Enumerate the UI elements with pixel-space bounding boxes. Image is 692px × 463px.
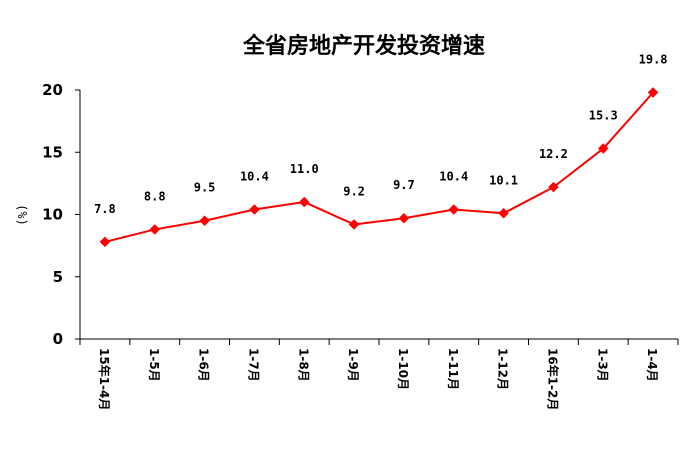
data-point-marker [597, 143, 609, 154]
data-point-marker [348, 219, 360, 230]
data-label: 7.8 [94, 202, 116, 216]
x-tick-label: 1-7月 [246, 348, 260, 382]
x-tick-label: 1-4月 [645, 348, 659, 382]
y-tick-label: 5 [53, 268, 63, 286]
x-tick-label: 1-3月 [595, 348, 609, 382]
data-point-marker [199, 215, 210, 227]
y-tick-label: 15 [42, 143, 63, 161]
x-tick-label: 1-11月 [446, 348, 460, 390]
data-label: 11.0 [290, 162, 319, 176]
x-tick-label: 1-12月 [496, 348, 510, 390]
series-line [104, 91, 654, 243]
y-tick-label: 10 [42, 206, 63, 224]
data-label: 15.3 [589, 109, 618, 123]
data-point-marker [99, 236, 111, 248]
y-tick-label: 20 [42, 81, 63, 99]
x-tick-label: 16年1-2月 [545, 348, 560, 410]
y-tick-label: 0 [53, 330, 63, 348]
data-label: 19.8 [639, 52, 668, 66]
y-axis-label: (%) [15, 204, 29, 226]
data-label: 9.7 [393, 178, 415, 192]
data-point-marker [149, 224, 161, 235]
data-point-marker [249, 204, 260, 215]
data-point-marker [398, 212, 410, 224]
x-tick-label: 1-8月 [296, 348, 310, 382]
x-tick-label: 1-9月 [346, 348, 360, 382]
x-tick-label: 15年1-4月 [97, 348, 112, 410]
data-labels: 7.8 8.8 9.5 10.4 11.0 9.2 9.7 10.4 10.1 12.2 15.3 1… [94, 52, 667, 215]
data-label: 12.2 [539, 147, 568, 161]
data-point-marker [448, 204, 460, 215]
x-tick-label: 1-5月 [147, 348, 161, 382]
axes: 0 5 10 15 20 (%) 15年1-4月 1-5月 1-6月 1-7月 1-8月 1-9月 1-… [15, 81, 679, 410]
data-label: 8.8 [144, 189, 166, 203]
chart-title: 全省房地产开发投资增速 [242, 33, 485, 59]
data-label: 10.4 [240, 170, 269, 184]
data-point-marker [548, 181, 559, 193]
data-point-marker [298, 196, 310, 208]
data-point-marker [647, 87, 659, 98]
data-point-marker [498, 207, 509, 219]
data-label: 9.2 [343, 184, 365, 198]
data-label: 10.1 [489, 173, 518, 187]
x-tick-label: 1-6月 [197, 348, 211, 382]
data-label: 10.4 [439, 170, 468, 184]
series-layer [99, 87, 659, 248]
x-tick-label: 1-10月 [396, 348, 410, 390]
data-label: 9.5 [194, 181, 216, 195]
